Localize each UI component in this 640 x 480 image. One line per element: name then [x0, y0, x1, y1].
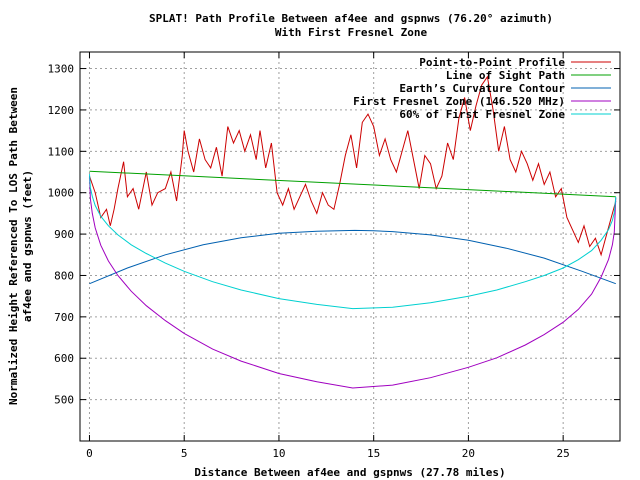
series-line-4	[89, 176, 617, 389]
chart-subtitle: With First Fresnel Zone	[275, 26, 428, 39]
y-tick-label: 1100	[48, 145, 75, 158]
x-tick-label: 10	[272, 447, 285, 460]
y-tick-label: 700	[54, 311, 74, 324]
y-axis-label-line1: Normalized Height Referenced To LOS Path…	[7, 87, 20, 405]
y-tick-label: 900	[54, 228, 74, 241]
series-line-1	[89, 75, 617, 257]
chart-title: SPLAT! Path Profile Between af4ee and gs…	[149, 12, 553, 25]
y-axis-label-line2: af4ee and gspnws (feet)	[21, 170, 34, 322]
x-tick-label: 25	[557, 447, 570, 460]
y-tick-label: 1300	[48, 63, 75, 76]
legend-label-3: Earth’s Curvature Contour	[399, 82, 565, 95]
x-tick-label: 0	[86, 447, 93, 460]
legend-label-4: First Fresnel Zone (146.520 MHz)	[353, 95, 565, 108]
y-tick-label: 1200	[48, 104, 75, 117]
y-tick-label: 800	[54, 269, 74, 282]
x-tick-label: 15	[367, 447, 380, 460]
x-axis-label: Distance Between af4ee and gspnws (27.78…	[194, 466, 505, 479]
y-tick-label: 600	[54, 352, 74, 365]
series-line-2	[89, 170, 616, 198]
plot-frame	[79, 51, 621, 442]
legend-label-1: Point-to-Point Profile	[419, 56, 565, 69]
legend-label-5: 60% of First Fresnel Zone	[399, 108, 565, 121]
x-tick-label: 20	[462, 447, 475, 460]
y-tick-label: 1000	[48, 187, 75, 200]
series-line-3	[89, 229, 616, 285]
x-tick-label: 5	[181, 447, 188, 460]
y-tick-label: 500	[54, 394, 74, 407]
grid-lines	[80, 52, 620, 441]
legend-label-2: Line of Sight Path	[446, 69, 565, 82]
series-layer	[89, 75, 617, 389]
axis-ticks: 0 5 10 15 20 25 500 600 700 800 900 1000 1100 1200 130…	[48, 52, 620, 460]
series-line-5	[89, 174, 617, 310]
